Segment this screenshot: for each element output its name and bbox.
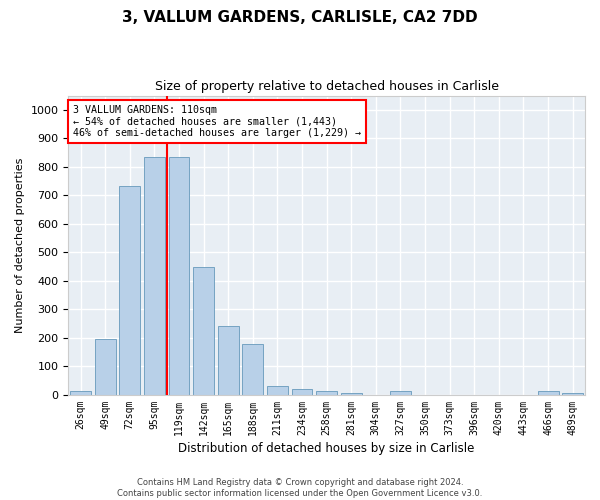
Bar <box>390 391 411 395</box>
Bar <box>193 268 214 395</box>
Bar <box>144 158 165 395</box>
Bar <box>562 392 583 395</box>
Y-axis label: Number of detached properties: Number of detached properties <box>15 158 25 333</box>
Text: Contains HM Land Registry data © Crown copyright and database right 2024.
Contai: Contains HM Land Registry data © Crown c… <box>118 478 482 498</box>
Bar <box>538 391 559 395</box>
Bar <box>70 391 91 395</box>
Bar <box>267 386 288 395</box>
Text: 3, VALLUM GARDENS, CARLISLE, CA2 7DD: 3, VALLUM GARDENS, CARLISLE, CA2 7DD <box>122 10 478 25</box>
Bar <box>242 344 263 395</box>
Bar <box>316 391 337 395</box>
Bar <box>169 158 190 395</box>
X-axis label: Distribution of detached houses by size in Carlisle: Distribution of detached houses by size … <box>178 442 475 455</box>
Bar <box>292 389 313 395</box>
Bar <box>341 392 362 395</box>
Bar <box>119 186 140 395</box>
Title: Size of property relative to detached houses in Carlisle: Size of property relative to detached ho… <box>155 80 499 93</box>
Bar <box>95 340 116 395</box>
Bar <box>218 326 239 395</box>
Text: 3 VALLUM GARDENS: 110sqm
← 54% of detached houses are smaller (1,443)
46% of sem: 3 VALLUM GARDENS: 110sqm ← 54% of detach… <box>73 104 361 138</box>
